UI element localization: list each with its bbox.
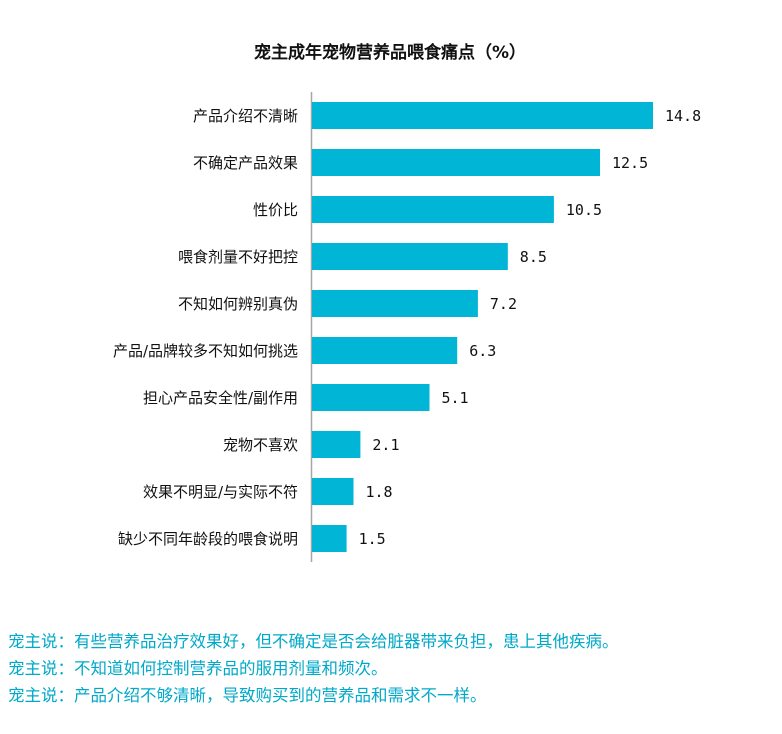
value-labels: 14.8 12.5 10.5 8.5 7.2 6.3 5.1 2.1 1.8 1.5 (359, 107, 702, 548)
category-label: 宠物不喜欢 (223, 436, 298, 454)
bar (312, 196, 554, 223)
owner-quote: 宠主说：不知道如何控制营养品的服用剂量和频次。 (8, 659, 388, 678)
bar (312, 149, 600, 176)
owner-quote: 宠主说：产品介绍不够清晰，导致购买到的营养品和需求不一样。 (8, 686, 487, 705)
bar (312, 290, 478, 317)
bar (312, 431, 361, 458)
bar-chart: 宠主成年宠物营养品喂食痛点（%） 产品介绍不清晰不确定产品效果性价比喂食剂量不好… (113, 42, 702, 562)
category-label: 效果不明显/与实际不符 (143, 483, 298, 501)
bars-group (312, 102, 653, 552)
value-label: 7.2 (490, 295, 517, 313)
value-label: 5.1 (442, 389, 469, 407)
value-label: 12.5 (612, 154, 648, 172)
value-label: 6.3 (469, 342, 496, 360)
owner-quotes: 宠主说：有些营养品治疗效果好，但不确定是否会给脏器带来负担，患上其他疾病。 宠主… (8, 628, 778, 709)
value-label: 1.5 (359, 530, 386, 548)
category-label: 产品/品牌较多不知如何挑选 (113, 342, 298, 360)
category-label: 产品介绍不清晰 (193, 107, 298, 125)
category-label: 性价比 (253, 201, 298, 219)
value-label: 10.5 (566, 201, 602, 219)
value-label: 2.1 (372, 436, 399, 454)
value-label: 14.8 (665, 107, 701, 125)
bar (312, 102, 653, 129)
category-label: 不知如何辨别真伪 (178, 295, 298, 313)
bar (312, 525, 347, 552)
bar (312, 384, 430, 411)
bar (312, 243, 508, 270)
category-label: 不确定产品效果 (193, 154, 298, 172)
owner-quote: 宠主说：有些营养品治疗效果好，但不确定是否会给脏器带来负担，患上其他疾病。 (8, 632, 619, 651)
category-labels: 产品介绍不清晰不确定产品效果性价比喂食剂量不好把控不知如何辨别真伪产品/品牌较多… (113, 107, 298, 548)
chart-title: 宠主成年宠物营养品喂食痛点（%） (254, 42, 526, 63)
category-label: 缺少不同年龄段的喂食说明 (118, 530, 298, 548)
category-label: 担心产品安全性/副作用 (143, 389, 298, 407)
value-label: 1.8 (366, 483, 393, 501)
category-label: 喂食剂量不好把控 (178, 248, 298, 266)
value-label: 8.5 (520, 248, 547, 266)
bar (312, 478, 354, 505)
bar (312, 337, 458, 364)
